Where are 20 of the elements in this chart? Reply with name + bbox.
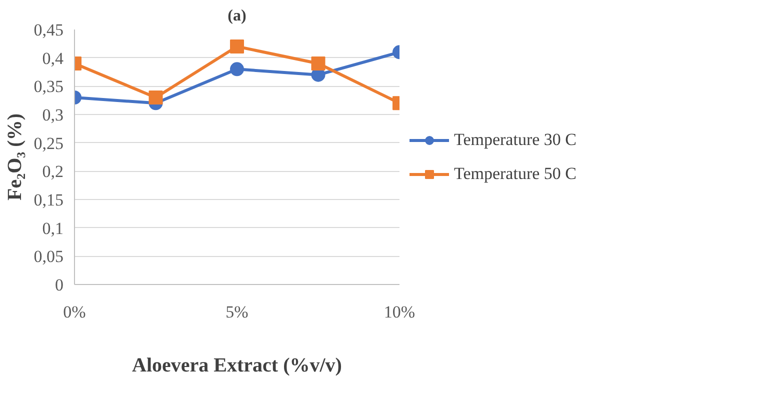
y-tick-label: 0,45 [34,20,64,40]
y-tick-label: 0,15 [34,190,64,210]
y-tick-label: 0,25 [34,134,64,153]
x-axis-title: Aloevera Extract (%v/v) [132,354,342,376]
x-tick-label: 5% [226,302,248,322]
y-tick-label: 0,4 [42,48,64,68]
y-tick-label: 0,1 [42,218,64,238]
y-axis-title: Fe₂O₃ (%) [4,114,26,200]
legend-label: Temperature 30 C [454,130,576,150]
y-tick-label: 0,35 [34,77,64,96]
chart-title: (a) [228,8,246,24]
point [230,62,244,76]
y-tick-label: 0,3 [42,106,64,124]
x-tick-label: 10% [384,302,416,322]
x-tick-label: 0% [63,302,86,322]
y-tick-label: 0,05 [34,247,64,266]
legend-label: Temperature 50 C [454,164,576,184]
point [230,40,244,54]
y-tick-label: 0,2 [42,162,64,182]
y-tick-label: 0 [55,276,64,294]
